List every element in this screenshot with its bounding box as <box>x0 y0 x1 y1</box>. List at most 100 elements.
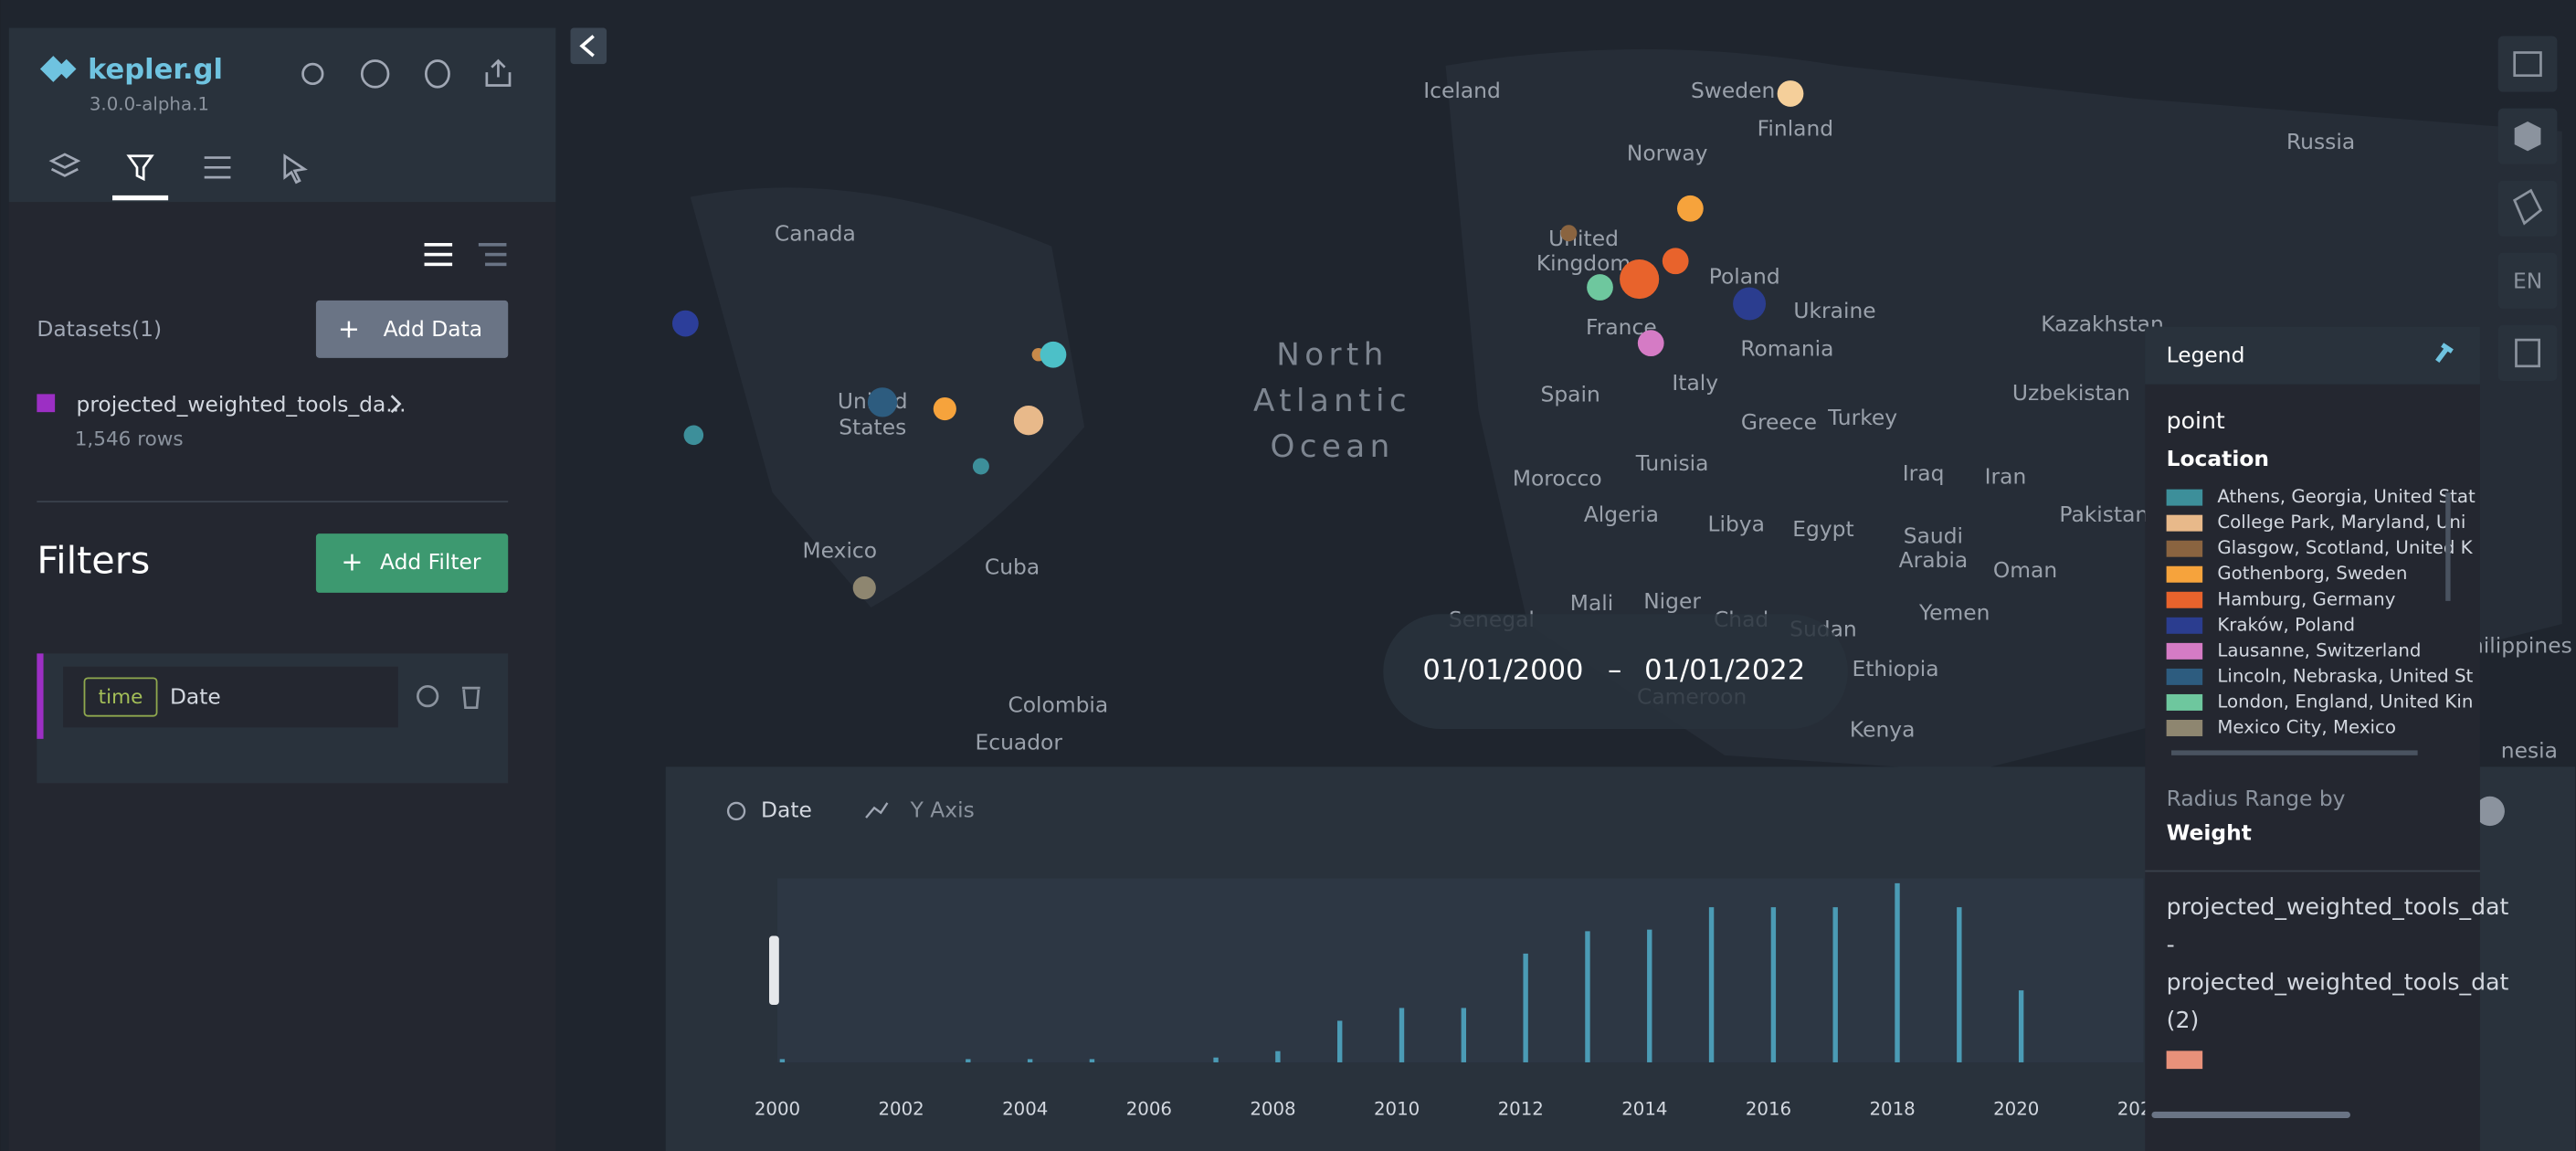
point <box>1560 225 1578 242</box>
time-range-display <box>1383 614 1848 730</box>
map-label: Poland <box>1709 263 1780 289</box>
map-label: Ethiopia <box>1852 656 1938 681</box>
bug-icon[interactable] <box>301 62 324 86</box>
x-tick-label: 2020 <box>1993 1099 2039 1120</box>
basemap-tab[interactable] <box>283 153 308 185</box>
legend-label: London, England, United Kin <box>2217 691 2473 712</box>
active-tab-indicator <box>112 195 169 201</box>
layer2-swatch <box>2166 1051 2203 1070</box>
dataset-name[interactable]: projected_weighted_tools_da... <box>76 391 406 417</box>
legend-button[interactable] <box>2497 324 2558 382</box>
icon <box>2513 51 2542 78</box>
layer-type: point <box>2167 407 2225 434</box>
map-label: States <box>839 415 906 440</box>
map-toolbar: EN <box>2497 36 2558 382</box>
add-data-button[interactable] <box>315 300 509 358</box>
add-data-label: Add Data <box>384 316 482 342</box>
scrollbar <box>2171 750 2418 755</box>
plus-icon: + <box>341 546 363 577</box>
timeline-tab[interactable]: Date <box>761 797 812 822</box>
map-label: Morocco <box>1513 465 1602 491</box>
timeline-tab[interactable]: Y Axis <box>910 797 975 822</box>
collapse-button[interactable] <box>570 27 607 65</box>
divider <box>2145 870 2480 872</box>
map-label: Spain <box>1541 382 1600 407</box>
x-tick-label: 2006 <box>1126 1099 1172 1120</box>
legend-swatch <box>2166 540 2203 557</box>
divider <box>37 501 509 503</box>
legend-swatch <box>2166 489 2203 506</box>
filter-type-badge <box>83 677 158 717</box>
map-label: United <box>1548 226 1619 251</box>
data-icon[interactable] <box>425 59 450 89</box>
legend-label: Lausanne, Switzerland <box>2217 639 2421 660</box>
histogram-bar <box>1832 907 1838 1062</box>
layer2-title: projected_weighted_tools_dat <box>2167 969 2509 996</box>
range-handle[interactable] <box>769 935 779 1006</box>
legend-label: Athens, Georgia, United Stat <box>2217 486 2476 507</box>
map-label: Egypt <box>1792 516 1853 542</box>
list-view-icon[interactable] <box>424 243 453 247</box>
chevron-icon <box>579 35 595 58</box>
map-label: Niger <box>1643 588 1701 614</box>
filter-accent <box>37 653 44 739</box>
filters-tab[interactable] <box>126 154 154 182</box>
histogram-bar <box>1461 1008 1467 1062</box>
pin-icon[interactable] <box>2435 343 2454 364</box>
histogram-bar <box>1957 907 1962 1062</box>
legend-swatch <box>2166 642 2203 660</box>
app-version: 3.0.0-alpha.1 <box>90 94 209 115</box>
x-tick-label: 2002 <box>878 1099 924 1120</box>
timeline-icon[interactable] <box>417 684 439 708</box>
panel-tabs <box>48 153 308 185</box>
scrollbar <box>2151 1111 2350 1119</box>
map-label: hilippines <box>2470 633 2572 659</box>
map-label: Arabia <box>1899 547 1969 573</box>
color-by: Location <box>2167 446 2269 471</box>
interactions-tab[interactable] <box>204 156 231 179</box>
land <box>690 48 2562 772</box>
filter-field-select[interactable] <box>63 666 398 728</box>
play-button[interactable] <box>2475 796 2505 827</box>
dataset-color <box>37 394 56 413</box>
draw-button[interactable] <box>2497 180 2558 237</box>
map-label: Kazakhstan <box>2041 311 2164 336</box>
layer2-title: - <box>2167 931 2175 957</box>
ocean-label: Ocean <box>1270 428 1394 465</box>
map-label: Algeria <box>1584 502 1659 527</box>
radius-field: Weight <box>2167 820 2252 846</box>
datasets-label: Datasets(1) <box>37 316 162 342</box>
chevron-icon[interactable] <box>390 395 402 414</box>
clock-icon <box>726 801 746 821</box>
map-label: Mexico <box>803 537 878 563</box>
info-icon[interactable] <box>360 59 390 89</box>
map-label: Russia <box>2286 129 2355 154</box>
logo <box>39 56 77 82</box>
share-icon[interactable] <box>485 58 512 87</box>
legend-label: College Park, Maryland, Uni <box>2217 512 2465 533</box>
split-map-button[interactable] <box>2497 36 2558 92</box>
x-tick-label: 2010 <box>1374 1099 1420 1120</box>
sidebar-header <box>8 27 556 203</box>
icon <box>2512 188 2543 226</box>
locale-button[interactable] <box>2497 252 2558 309</box>
layer2-title: (2) <box>2167 1007 2200 1033</box>
map-label: Romania <box>1740 335 1833 361</box>
point <box>1620 259 1660 300</box>
histogram-bar <box>779 1059 786 1062</box>
map-label: Uzbekistan <box>2012 380 2130 406</box>
tree-view-icon[interactable] <box>478 243 507 247</box>
point <box>1733 287 1767 321</box>
layers-tab[interactable] <box>48 153 81 177</box>
point <box>933 396 956 421</box>
map-label: Colombia <box>1008 692 1108 717</box>
legend-header <box>2145 326 2480 385</box>
ocean-label: North <box>1276 337 1388 374</box>
x-tick-label: 2012 <box>1498 1099 1544 1120</box>
add-filter-button[interactable] <box>315 533 509 593</box>
delete-icon[interactable] <box>461 686 480 710</box>
legend-label: Hamburg, Germany <box>2217 588 2395 609</box>
histogram-bar <box>1399 1008 1405 1062</box>
